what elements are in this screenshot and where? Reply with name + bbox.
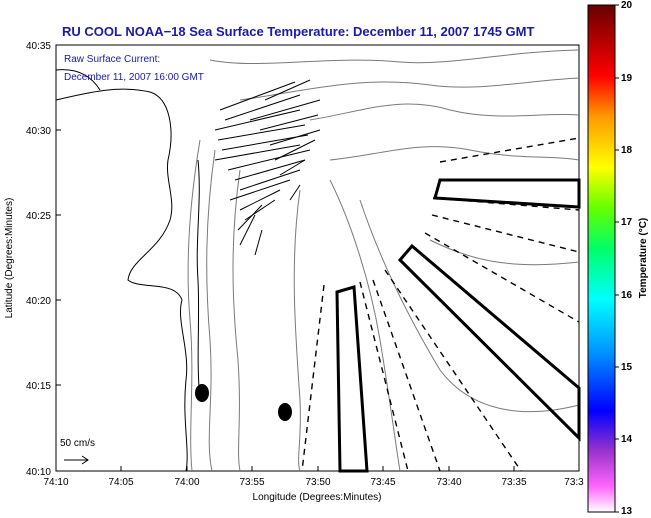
colorbar-tick: 15 (621, 362, 633, 373)
colorbar-tick: 20 (621, 0, 633, 11)
coastline (55, 69, 201, 472)
x-tick-label: 73:3 (564, 477, 584, 488)
x-tick-label: 73:35 (501, 477, 526, 488)
x-axis-label: Longitude (Degrees:Minutes) (253, 492, 382, 503)
colorbar-tick: 17 (621, 217, 633, 228)
station-marker (195, 384, 209, 402)
scale-label: 50 cm/s (60, 438, 95, 449)
y-tick-label: 40:20 (26, 296, 51, 307)
y-tick-label: 40:15 (26, 381, 51, 392)
current-vectors (214, 79, 321, 256)
x-tick-label: 73:40 (436, 477, 461, 488)
sampling-lines (301, 137, 580, 472)
axis-tick-marks (55, 44, 580, 472)
y-tick-label: 40:10 (26, 467, 51, 478)
southeast-box (397, 243, 581, 442)
x-tick-label: 74:05 (108, 477, 133, 488)
x-tick-label: 73:55 (239, 477, 264, 488)
colorbar-label: Temperature (°C) (638, 218, 649, 299)
south-box (335, 285, 369, 473)
x-tick-label: 73:45 (370, 477, 395, 488)
x-tick-labels: 74:10 74:05 74:00 73:55 73:50 73:45 73:4… (43, 477, 584, 488)
annotation-line1: Raw Surface Current: (64, 54, 160, 65)
sampling-boxes (335, 178, 581, 473)
x-tick-label: 74:10 (43, 477, 68, 488)
scale-arrow-icon (64, 455, 89, 465)
y-tick-label: 40:35 (26, 41, 51, 52)
colorbar-tick: 13 (621, 506, 633, 517)
map-background (55, 44, 580, 472)
colorbar-tick: 14 (621, 434, 633, 445)
bathymetry-contours (187, 49, 580, 472)
y-tick-labels: 40:35 40:30 40:25 40:20 40:15 40:10 (26, 41, 51, 478)
y-tick-label: 40:30 (26, 126, 51, 137)
x-tick-label: 74:00 (174, 477, 199, 488)
station-marker (278, 403, 292, 421)
colorbar-tick: 18 (621, 145, 633, 156)
colorbar: 20 19 18 17 16 15 14 13 Temperature (°C) (587, 0, 649, 517)
colorbar-tick: 16 (621, 290, 633, 301)
y-axis-label: Latitude (Degrees:Minutes) (4, 198, 15, 319)
annotation-line2: December 11, 2007 16:00 GMT (64, 72, 204, 83)
figure-title: RU COOL NOAA−18 Sea Surface Temperature:… (62, 24, 534, 39)
x-tick-label: 73:50 (305, 477, 330, 488)
map-panel: Raw Surface Current: December 11, 2007 1… (55, 44, 581, 473)
east-box (433, 178, 581, 209)
colorbar-gradient (587, 4, 616, 513)
colorbar-tick: 19 (621, 73, 633, 84)
y-tick-label: 40:25 (26, 211, 51, 222)
